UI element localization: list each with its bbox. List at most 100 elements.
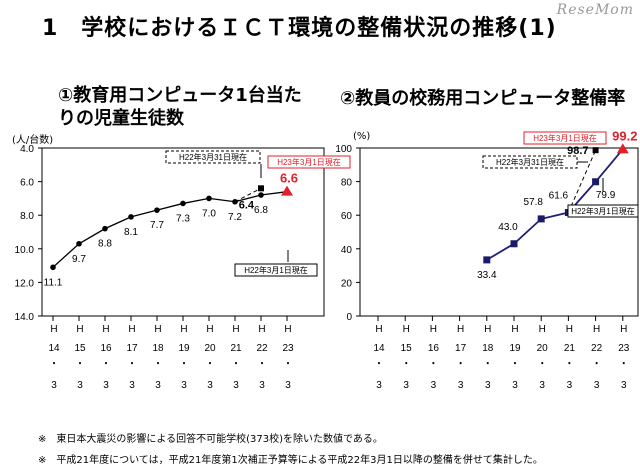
- chart1-xtick-label: H: [206, 324, 213, 335]
- chart2-xtick-label: 22: [591, 343, 603, 354]
- chart1-xtick-label: 3: [129, 380, 135, 391]
- chart1-xtick-label: ・: [179, 359, 189, 370]
- chart1-xtick-label: 3: [155, 380, 161, 391]
- chart2-xtick-label: 19: [509, 343, 521, 354]
- chart2-data-label: 61.6: [549, 191, 569, 202]
- chart2-xtick-label: ・: [564, 359, 574, 370]
- chart2-alt-point: [592, 147, 599, 154]
- chart2-callout-h23-0301: H23年3月1日現在: [533, 133, 597, 143]
- chart1-xtick-label: 3: [285, 380, 291, 391]
- chart2-xtick-label: 21: [564, 343, 576, 354]
- chart2-xtick-label: 3: [431, 380, 437, 391]
- chart2-xtick-label: H: [566, 324, 573, 335]
- chart2-alt-point-label: 98.7: [567, 145, 588, 157]
- chart1-xtick-label: ・: [153, 359, 163, 370]
- chart1-series-line-last: [260, 191, 288, 196]
- chart2-xtick-label: ・: [619, 359, 629, 370]
- chart1-alt-branch-line: [234, 187, 262, 203]
- chart1-callout-h22-0301: H22年3月1日現在: [244, 265, 308, 275]
- chart2-xtick-label: H: [457, 324, 464, 335]
- chart1-alt-point-label: 6.4: [239, 199, 255, 211]
- chart1-data-label: 7.7: [150, 220, 164, 231]
- chart1-xtick-label: 20: [204, 343, 216, 354]
- chart1-point: [102, 225, 108, 232]
- chart1-title: ①教育用コンピュータ1台当たりの児童生徒数: [58, 85, 302, 129]
- chart1-xtick-label: 16: [100, 343, 112, 354]
- chart2-callout-h23-0301-box: [523, 131, 607, 145]
- chart2-xtick-label: 14: [373, 343, 385, 354]
- chart2-xtick-label: H: [539, 324, 546, 335]
- chart2-callout-h22-0331: H22年3月31日現在: [496, 157, 564, 167]
- chart2-xtick-label: ・: [537, 359, 547, 370]
- chart1-ytick-label: 6.0: [20, 178, 34, 189]
- chart1-point: [232, 198, 238, 205]
- chart2-callout-h22-0301-box: [567, 204, 639, 218]
- chart2-xtick-label: ・: [483, 359, 493, 370]
- chart2-xtick-label: ・: [510, 359, 520, 370]
- chart2-xtick-label: 18: [482, 343, 494, 354]
- chart2-xtick-label: 17: [455, 343, 467, 354]
- chart2-data-label: 79.9: [596, 190, 616, 201]
- chart2-xtick-label: 16: [428, 343, 440, 354]
- chart1-point: [128, 214, 134, 220]
- chart1-xtick-label: ・: [205, 359, 215, 370]
- chart1-xtick-label: 22: [256, 343, 268, 354]
- chart2-point: [592, 178, 600, 186]
- chart1-xtick-label: 17: [126, 343, 138, 354]
- chart1-point-highlight: [281, 185, 293, 196]
- chart1-callout-h22-0331-box: [165, 150, 261, 164]
- chart1-xtick-label: H: [232, 324, 239, 335]
- chart1-xtick-label: H: [102, 324, 109, 335]
- chart1-callout-h22-0331: H22年3月31日現在: [179, 152, 247, 162]
- chart2-xtick-label: 3: [403, 380, 409, 391]
- footnote-2: ※ 平成21年度については，平成21年度第1次補正予算等による平成22年3月1日…: [38, 455, 543, 466]
- chart2-xtick-label: 15: [401, 343, 413, 354]
- chart1-xtick-label: H: [128, 324, 135, 335]
- chart1-data-label: 6.6: [280, 171, 298, 186]
- chart2-xtick-label: 3: [485, 380, 491, 391]
- chart1-point: [180, 200, 186, 207]
- chart1-data-label: 9.7: [72, 254, 86, 265]
- chart1-data-label: 6.8: [254, 205, 268, 216]
- resemom-logo: ReseMom: [556, 2, 634, 18]
- chart2-ytick-label: 100: [335, 144, 352, 155]
- chart2-xtick-label: 3: [539, 380, 545, 391]
- chart1-xtick-label: 14: [48, 343, 60, 354]
- chart1-xtick-label: 3: [181, 380, 187, 391]
- chart2-point-highlight: [616, 143, 629, 154]
- chart1-xtick-label: H: [258, 324, 265, 335]
- chart1-xtick-label: 3: [233, 380, 239, 391]
- chart1-point: [50, 264, 56, 271]
- chart1-xtick-label: 21: [230, 343, 242, 354]
- chart1-xtick-label: H: [284, 324, 291, 335]
- chart1-point: [76, 240, 82, 247]
- chart1-data-label: 7.2: [228, 212, 242, 223]
- chart1-data-label: 11.1: [44, 277, 63, 288]
- chart1-point: [206, 195, 212, 202]
- chart2-data-label: 43.0: [498, 222, 518, 233]
- chart2-xtick-label: H: [484, 324, 491, 335]
- chart2-xtick-label: H: [593, 324, 600, 335]
- chart1-data-label: 7.3: [176, 213, 190, 224]
- chart1-xtick-label: ・: [231, 359, 241, 370]
- chart2-callout-h22-0301: H22年3月1日現在: [571, 206, 635, 216]
- chart1-xtick-label: ・: [75, 359, 85, 370]
- chart1-xtick-label: 19: [178, 343, 190, 354]
- chart1-xtick-label: H: [180, 324, 187, 335]
- chart1-xtick-label: 18: [152, 343, 164, 354]
- chart2-xtick-label: 20: [537, 343, 549, 354]
- chart2-ytick-label: 20: [341, 278, 353, 289]
- chart1-xtick-label: 3: [207, 380, 213, 391]
- chart2-ylabel: (%): [353, 131, 371, 142]
- chart2-xtick-label: H: [375, 324, 382, 335]
- chart2-xtick-label: 3: [376, 380, 382, 391]
- chart1-xtick-label: ・: [101, 359, 111, 370]
- chart1-xtick-label: 15: [74, 343, 86, 354]
- chart2-xtick-label: H: [430, 324, 437, 335]
- chart1-ytick-label: 12.0: [15, 278, 35, 289]
- chart2-xtick-label: 3: [621, 380, 627, 391]
- chart2-plot-frame: [359, 147, 639, 317]
- chart2-data-label: 99.2: [612, 128, 637, 143]
- chart1-point: [258, 192, 264, 198]
